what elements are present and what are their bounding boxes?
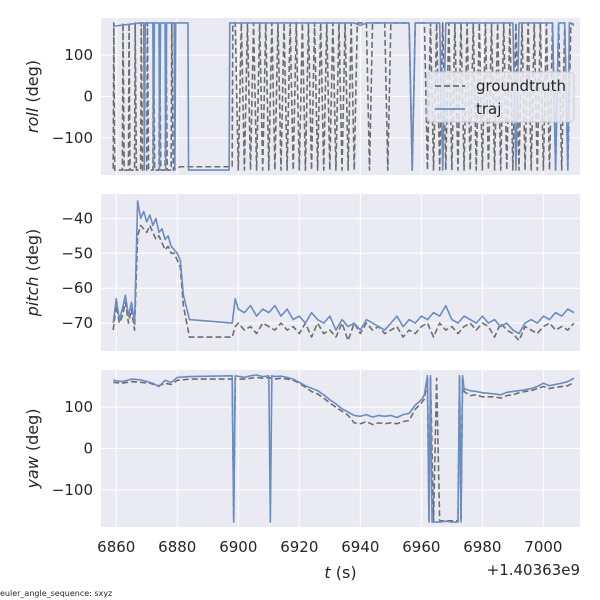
y-tick-label: −40 xyxy=(61,209,93,227)
y-axis-label-unit: (deg) xyxy=(23,229,42,277)
footnote: euler_angle_sequence: sxyz xyxy=(0,589,113,598)
y-axis-label-var: pitch xyxy=(23,276,42,317)
x-tick-label: 6900 xyxy=(219,538,257,556)
legend-label-traj: traj xyxy=(476,100,501,118)
legend-label-groundtruth: groundtruth xyxy=(476,77,566,95)
y-tick-label: 0 xyxy=(83,440,93,458)
x-tick-label: 6880 xyxy=(158,538,196,556)
y-tick-label: 100 xyxy=(64,46,93,64)
y-tick-label: 100 xyxy=(64,398,93,416)
x-tick-label: 6940 xyxy=(341,538,379,556)
y-axis-label-var: yaw xyxy=(23,455,42,489)
x-offset-label: +1.40363e9 xyxy=(487,561,580,579)
y-axis-label-unit: (deg) xyxy=(23,60,42,108)
y-tick-label: −100 xyxy=(52,481,93,499)
x-tick-label: 6860 xyxy=(97,538,135,556)
series-line-traj xyxy=(113,22,575,171)
subplot-yaw: −100 0 100 yaw (deg) xyxy=(23,370,580,527)
y-axis-label-unit: (deg) xyxy=(23,408,42,456)
series-line-groundtruth xyxy=(113,376,575,522)
x-axis-label-var: t xyxy=(324,563,331,582)
y-axis-label: roll (deg) xyxy=(23,60,42,133)
y-tick-label: 0 xyxy=(83,88,93,106)
x-tick-label: 6920 xyxy=(280,538,318,556)
x-axis-label-unit: (s) xyxy=(331,563,357,582)
x-axis-label: t (s) xyxy=(324,563,356,582)
y-tick-label: −70 xyxy=(61,314,93,332)
x-tick-label: 6960 xyxy=(402,538,440,556)
y-tick-label: −60 xyxy=(61,279,93,297)
y-axis-label: pitch (deg) xyxy=(23,229,42,318)
series-line-traj xyxy=(112,200,575,335)
x-tick-label: 7000 xyxy=(524,538,562,556)
series-line-groundtruth xyxy=(112,224,575,342)
x-tick-label: 6980 xyxy=(463,538,501,556)
y-axis-label-var: roll xyxy=(23,107,42,133)
legend: groundtruth traj xyxy=(426,71,575,123)
y-tick-label: −100 xyxy=(52,129,93,147)
subplot-roll: −100 0 100 roll (deg) groundtruth traj xyxy=(23,18,580,175)
y-axis-label: yaw (deg) xyxy=(23,408,42,489)
series-line-traj xyxy=(113,374,575,523)
subplot-pitch: −70 −60 −50 −40 pitch (deg) xyxy=(23,194,580,351)
y-tick-label: −50 xyxy=(61,244,93,262)
